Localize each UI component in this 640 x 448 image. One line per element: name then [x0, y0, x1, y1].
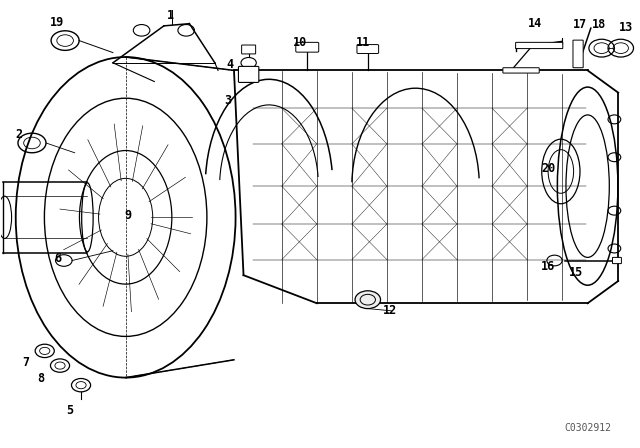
Text: 4: 4	[226, 58, 233, 71]
FancyBboxPatch shape	[573, 40, 583, 68]
Text: 8: 8	[37, 372, 44, 385]
Text: 12: 12	[383, 304, 397, 317]
Text: 14: 14	[528, 17, 543, 30]
Text: 15: 15	[569, 266, 583, 279]
Text: 18: 18	[592, 18, 606, 31]
Circle shape	[355, 291, 381, 309]
Text: 6: 6	[54, 252, 61, 265]
FancyBboxPatch shape	[296, 43, 319, 52]
FancyBboxPatch shape	[357, 44, 379, 53]
Text: 11: 11	[356, 36, 371, 49]
Text: 3: 3	[224, 94, 231, 107]
Text: 10: 10	[292, 36, 307, 49]
Text: 20: 20	[541, 162, 556, 175]
Text: 19: 19	[51, 16, 65, 29]
Text: 9: 9	[124, 210, 131, 223]
FancyBboxPatch shape	[503, 68, 540, 73]
Text: 7: 7	[22, 357, 29, 370]
Text: 16: 16	[541, 260, 556, 273]
Text: 5: 5	[67, 404, 74, 417]
Text: 2: 2	[15, 129, 23, 142]
FancyBboxPatch shape	[612, 258, 621, 263]
FancyBboxPatch shape	[516, 43, 563, 48]
Text: 17: 17	[573, 18, 587, 31]
FancyBboxPatch shape	[239, 66, 259, 82]
Text: 13: 13	[619, 21, 633, 34]
Text: C0302912: C0302912	[564, 423, 611, 433]
Text: 1: 1	[166, 9, 174, 22]
FancyBboxPatch shape	[242, 45, 255, 54]
